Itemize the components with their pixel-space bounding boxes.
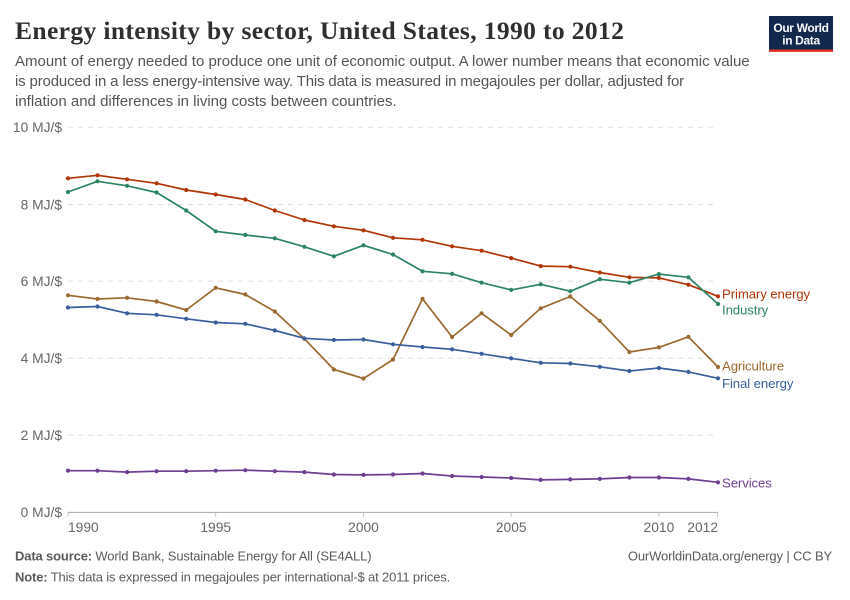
- svg-text:Note: This data is expressed i: Note: This data is expressed in megajoul…: [15, 570, 450, 585]
- svg-text:Our World: Our World: [773, 21, 828, 35]
- svg-text:4 MJ/$: 4 MJ/$: [21, 351, 63, 366]
- svg-text:inflation and differences in l: inflation and differences in living cost…: [15, 93, 397, 110]
- svg-text:Agriculture: Agriculture: [722, 359, 784, 374]
- svg-text:2012: 2012: [687, 520, 718, 535]
- svg-text:1995: 1995: [200, 520, 231, 535]
- svg-text:2005: 2005: [496, 520, 527, 535]
- svg-text:Energy intensity by sector, Un: Energy intensity by sector, United State…: [15, 16, 624, 45]
- svg-text:Final energy: Final energy: [722, 376, 794, 391]
- svg-text:is produced in a less energy-i: is produced in a less energy-intensive w…: [15, 73, 684, 90]
- svg-text:1990: 1990: [68, 520, 99, 535]
- svg-text:Industry: Industry: [722, 302, 769, 317]
- svg-text:8 MJ/$: 8 MJ/$: [21, 197, 63, 212]
- svg-text:2010: 2010: [644, 520, 675, 535]
- svg-text:0 MJ/$: 0 MJ/$: [21, 505, 63, 520]
- svg-text:2 MJ/$: 2 MJ/$: [21, 428, 63, 443]
- svg-text:Services: Services: [722, 475, 772, 490]
- svg-text:in Data: in Data: [782, 34, 820, 48]
- svg-text:Data source: World Bank, Susta: Data source: World Bank, Sustainable Ene…: [15, 549, 371, 564]
- svg-text:OurWorldinData.org/energy | CC: OurWorldinData.org/energy | CC BY: [628, 549, 833, 564]
- svg-text:6 MJ/$: 6 MJ/$: [21, 274, 63, 289]
- svg-text:Amount of energy needed to pro: Amount of energy needed to produce one u…: [15, 53, 750, 70]
- svg-text:10 MJ/$: 10 MJ/$: [13, 120, 62, 135]
- svg-text:2000: 2000: [348, 520, 379, 535]
- svg-text:Primary energy: Primary energy: [722, 286, 811, 301]
